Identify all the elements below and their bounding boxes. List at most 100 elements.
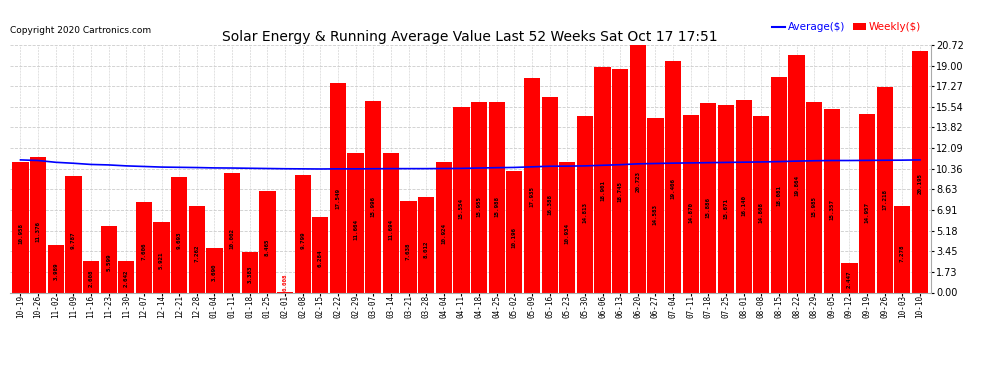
Bar	[806, 102, 823, 292]
Bar	[559, 162, 575, 292]
Text: 7.278: 7.278	[900, 244, 905, 262]
Bar	[718, 105, 735, 292]
Bar	[224, 173, 241, 292]
Text: 18.745: 18.745	[618, 181, 623, 202]
Bar	[347, 153, 363, 292]
Text: 15.955: 15.955	[476, 196, 481, 217]
Bar	[30, 157, 47, 292]
Bar	[912, 51, 929, 292]
Text: 2.642: 2.642	[124, 270, 129, 287]
Text: 15.554: 15.554	[459, 198, 464, 219]
Text: 7.638: 7.638	[406, 243, 411, 260]
Text: 18.081: 18.081	[776, 185, 781, 206]
Bar	[65, 176, 81, 292]
Bar	[242, 252, 257, 292]
Bar	[48, 245, 64, 292]
Bar	[400, 201, 417, 292]
Bar	[295, 176, 311, 292]
Bar	[83, 261, 99, 292]
Text: 19.864: 19.864	[794, 175, 799, 196]
Bar	[330, 83, 346, 292]
Text: 3.989: 3.989	[53, 262, 58, 280]
Bar	[524, 78, 541, 292]
Text: 15.671: 15.671	[724, 198, 729, 219]
Bar	[436, 162, 451, 292]
Bar	[489, 102, 505, 292]
Text: 6.284: 6.284	[318, 250, 323, 267]
Text: 17.218: 17.218	[882, 189, 887, 210]
Text: 20.195: 20.195	[918, 174, 923, 195]
Bar	[171, 177, 187, 292]
Text: 10.196: 10.196	[512, 227, 517, 248]
Text: 7.606: 7.606	[142, 243, 147, 260]
Legend: Average($), Weekly($): Average($), Weekly($)	[768, 18, 926, 36]
Text: 16.140: 16.140	[742, 195, 746, 216]
Bar	[206, 248, 223, 292]
Text: 10.934: 10.934	[564, 223, 570, 244]
Bar	[700, 103, 717, 292]
Text: 11.694: 11.694	[388, 219, 393, 240]
Bar	[577, 116, 593, 292]
Bar	[894, 206, 911, 292]
Bar	[259, 191, 275, 292]
Text: 14.813: 14.813	[582, 202, 587, 223]
Bar	[824, 109, 840, 292]
Text: 15.886: 15.886	[706, 196, 711, 217]
Text: 2.447: 2.447	[847, 271, 852, 288]
Bar	[876, 87, 893, 292]
Text: 8.012: 8.012	[424, 241, 429, 258]
Text: 14.583: 14.583	[653, 204, 658, 225]
Text: 7.262: 7.262	[194, 245, 199, 262]
Bar	[365, 101, 381, 292]
Bar	[594, 67, 611, 292]
Text: 18.901: 18.901	[600, 180, 605, 201]
Bar	[383, 153, 399, 292]
Bar	[683, 115, 699, 292]
Bar	[647, 118, 663, 292]
Text: 5.599: 5.599	[106, 254, 111, 271]
Text: 15.357: 15.357	[830, 200, 835, 220]
Bar	[612, 69, 629, 292]
Bar	[771, 76, 787, 292]
Bar	[418, 197, 435, 292]
Text: 17.549: 17.549	[336, 188, 341, 209]
Text: 10.924: 10.924	[442, 223, 446, 244]
Bar	[153, 222, 169, 292]
Bar	[136, 202, 152, 292]
Text: 3.690: 3.690	[212, 264, 217, 281]
Bar	[736, 100, 751, 292]
Text: 5.921: 5.921	[159, 252, 164, 269]
Text: 19.406: 19.406	[670, 178, 675, 199]
Text: 0.008: 0.008	[282, 273, 287, 291]
Text: 9.787: 9.787	[71, 231, 76, 249]
Text: 9.693: 9.693	[177, 232, 182, 249]
Bar	[453, 107, 469, 292]
Bar	[753, 116, 769, 292]
Text: Copyright 2020 Cartronics.com: Copyright 2020 Cartronics.com	[10, 26, 151, 35]
Text: 3.383: 3.383	[248, 266, 252, 283]
Bar	[788, 55, 805, 292]
Bar	[859, 114, 875, 292]
Bar	[312, 217, 329, 292]
Bar	[101, 226, 117, 292]
Text: 11.376: 11.376	[36, 221, 41, 242]
Text: 14.957: 14.957	[864, 202, 869, 223]
Text: 15.985: 15.985	[812, 196, 817, 217]
Text: 10.958: 10.958	[18, 223, 23, 244]
Bar	[471, 102, 487, 292]
Bar	[12, 162, 29, 292]
Bar	[665, 61, 681, 292]
Text: 17.935: 17.935	[530, 186, 535, 207]
Bar	[118, 261, 135, 292]
Bar	[842, 263, 857, 292]
Text: 14.808: 14.808	[758, 202, 763, 223]
Text: 14.870: 14.870	[688, 202, 693, 223]
Bar	[506, 171, 523, 292]
Text: 2.608: 2.608	[88, 270, 93, 287]
Text: 15.996: 15.996	[370, 196, 376, 217]
Text: 15.988: 15.988	[494, 196, 499, 217]
Text: 9.799: 9.799	[300, 231, 305, 249]
Bar	[189, 206, 205, 292]
Text: 11.664: 11.664	[353, 219, 358, 240]
Bar	[542, 97, 557, 292]
